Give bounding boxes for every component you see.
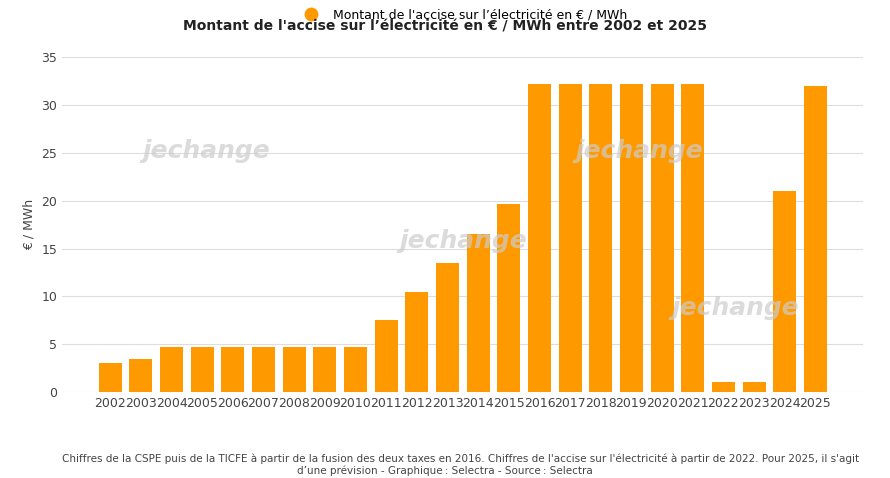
Bar (99, 363, 122, 392)
Bar (681, 84, 704, 392)
Bar (160, 347, 183, 392)
Bar (405, 292, 428, 392)
Bar (620, 84, 643, 392)
Text: jechange: jechange (671, 296, 799, 320)
Bar (344, 347, 367, 392)
Bar (436, 263, 459, 392)
Bar (804, 86, 827, 392)
Bar (651, 84, 674, 392)
Text: Chiffres de la CSPE puis de la TICFE à partir de la fusion des deux taxes en 201: Chiffres de la CSPE puis de la TICFE à p… (62, 453, 860, 464)
Text: jechange: jechange (142, 139, 271, 163)
Bar (129, 359, 152, 392)
Bar (252, 347, 275, 392)
Bar (222, 347, 245, 392)
Bar (283, 347, 305, 392)
Bar (313, 347, 336, 392)
Bar (375, 320, 398, 392)
Bar (773, 191, 797, 392)
Bar (589, 84, 612, 392)
Legend: Montant de l'accise sur l’électricité en € / MWh: Montant de l'accise sur l’électricité en… (293, 3, 633, 26)
Text: jechange: jechange (575, 139, 703, 163)
Bar (498, 204, 521, 392)
Y-axis label: € / MWh: € / MWh (23, 199, 36, 250)
Text: Montant de l'accise sur l’électricité en € / MWh entre 2002 et 2025: Montant de l'accise sur l’électricité en… (183, 19, 707, 33)
Bar (742, 382, 765, 392)
Bar (712, 382, 735, 392)
Text: jechange: jechange (399, 229, 527, 253)
Bar (466, 234, 490, 392)
Bar (528, 84, 551, 392)
Text: d’une prévision - Graphique : Selectra - Source : Selectra: d’une prévision - Graphique : Selectra -… (297, 465, 593, 476)
Bar (559, 84, 581, 392)
Bar (190, 347, 214, 392)
